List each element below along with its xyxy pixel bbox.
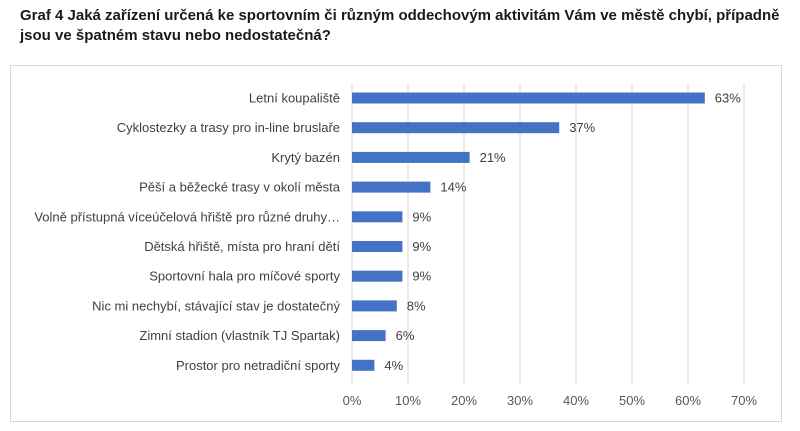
bar (352, 241, 403, 252)
x-tick-label: 50% (619, 393, 645, 408)
data-label: 14% (440, 180, 466, 195)
x-tick-label: 60% (675, 393, 701, 408)
data-label: 21% (480, 150, 506, 165)
bar (352, 151, 470, 163)
bar (352, 181, 431, 193)
data-label: 4% (384, 358, 403, 373)
category-label: Sportovní hala pro míčové sporty (149, 269, 340, 284)
x-tick-label: 30% (507, 393, 533, 408)
category-label: Krytý bazén (271, 150, 340, 165)
x-tick-label: 40% (563, 393, 589, 408)
category-label: Nic mi nechybí, stávající stav je dostat… (92, 298, 340, 313)
chart-frame (10, 65, 782, 422)
x-tick-label: 20% (451, 393, 477, 408)
bar (352, 359, 375, 371)
data-label: 9% (412, 269, 431, 284)
bar (352, 211, 403, 223)
chart-title: Graf 4 Jaká zařízení určená ke sportovní… (20, 7, 780, 44)
x-tick-label: 10% (395, 393, 421, 408)
data-label: 63% (715, 91, 741, 106)
category-label: Cyklostezky a trasy pro in-line bruslaře (117, 120, 340, 135)
data-label: 6% (396, 328, 415, 343)
bar (352, 92, 705, 104)
data-label: 8% (407, 298, 426, 313)
category-label: Letní koupaliště (249, 91, 340, 106)
category-label: Pěší a běžecké trasy v okolí města (139, 180, 341, 195)
data-label: 9% (412, 239, 431, 254)
bar (352, 122, 560, 134)
category-label: Dětská hřiště, místa pro hraní dětí (144, 239, 340, 254)
data-label: 37% (569, 120, 595, 135)
category-label: Zimní stadion (vlastník TJ Spartak) (139, 328, 340, 343)
category-label: Prostor pro netradiční sporty (176, 358, 341, 373)
category-label: Volně přístupná víceúčelová hřiště pro r… (34, 209, 340, 224)
data-label: 9% (412, 209, 431, 224)
x-tick-label: 0% (343, 393, 362, 408)
bar (352, 330, 386, 342)
x-tick-label: 70% (731, 393, 757, 408)
bar (352, 300, 397, 312)
bar (352, 270, 403, 282)
